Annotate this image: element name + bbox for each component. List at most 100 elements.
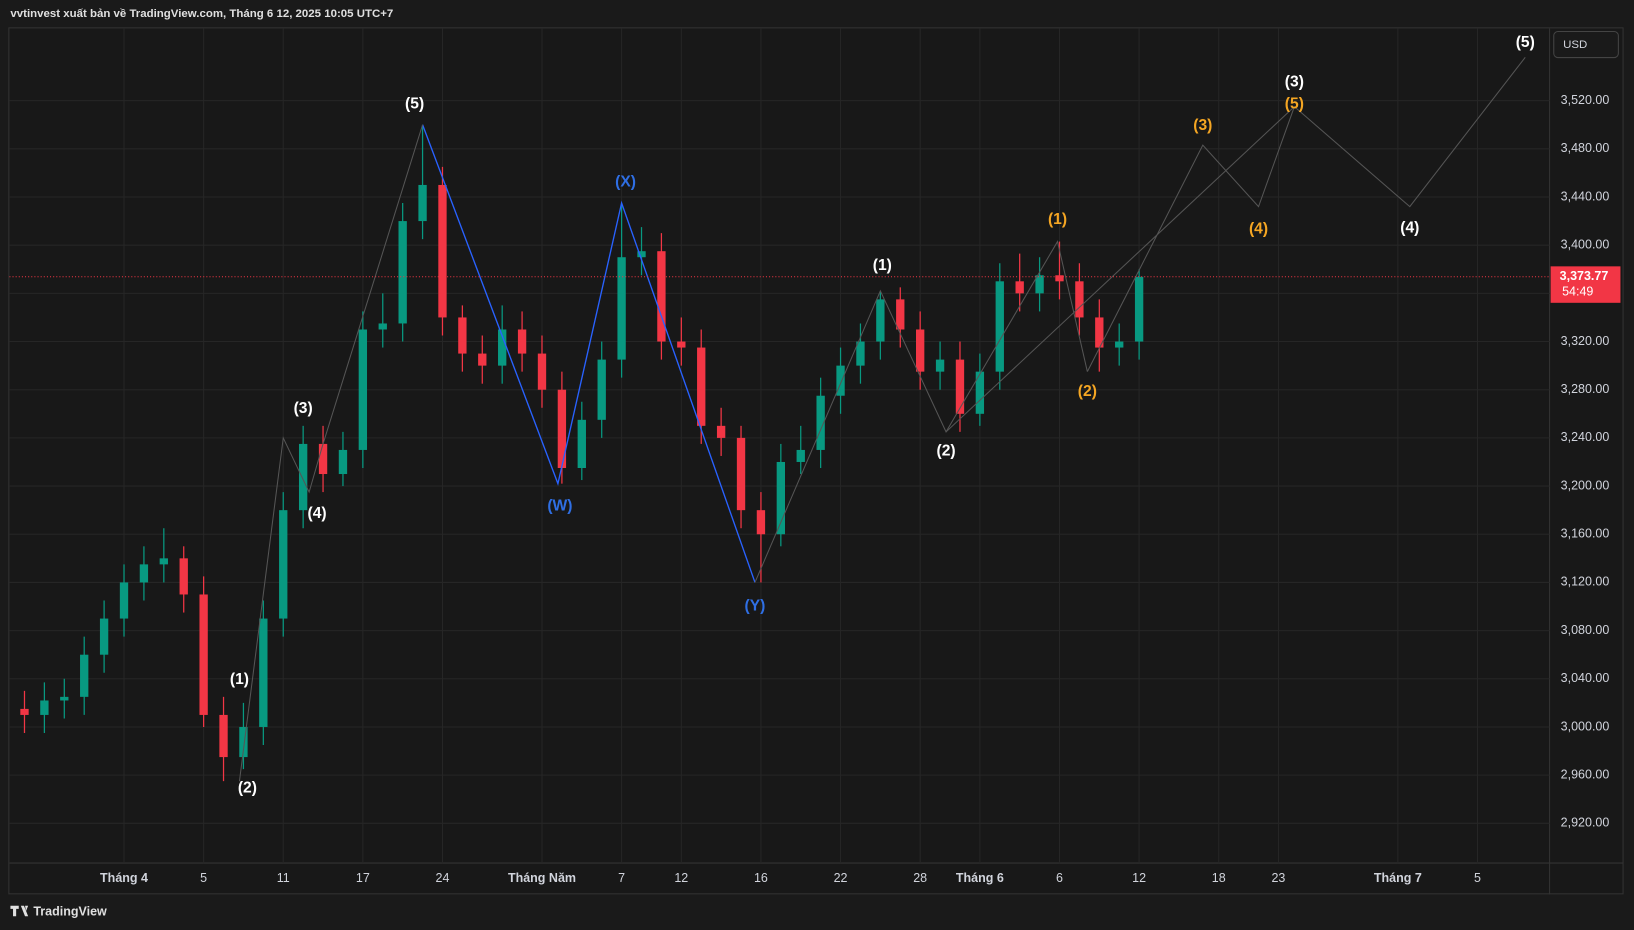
last-price-tag	[1550, 266, 1621, 303]
wave-label: (5)	[1516, 34, 1535, 51]
y-tick-label: 3,280.00	[1561, 382, 1610, 396]
candle-body	[856, 341, 865, 366]
x-tick-label: Tháng 6	[956, 871, 1004, 885]
candle-body	[418, 184, 427, 222]
candle-body	[1055, 275, 1064, 282]
y-tick-label: 3,040.00	[1561, 671, 1610, 685]
wave-label: (3)	[294, 400, 313, 417]
x-tick-label: 24	[436, 871, 450, 885]
x-tick-label: 7	[618, 871, 625, 885]
candle-body	[398, 221, 407, 324]
candle-body	[836, 365, 845, 396]
wave-label: (5)	[1285, 95, 1304, 112]
candle-body	[617, 257, 626, 360]
candle-body	[597, 359, 606, 420]
candle-body	[935, 359, 945, 372]
x-tick-label: 28	[913, 871, 927, 885]
wave-label: (3)	[1285, 74, 1304, 91]
candle-body	[298, 443, 308, 511]
candle-body	[458, 317, 467, 354]
candle-body	[716, 425, 726, 438]
candle-body	[279, 510, 288, 619]
candle-body	[955, 359, 965, 414]
plot	[9, 56, 1550, 782]
x-tick-label: 23	[1271, 871, 1285, 885]
candle-body	[259, 618, 268, 727]
wave-line	[754, 240, 1088, 583]
candle-body	[537, 353, 547, 390]
wave-label: (5)	[405, 95, 424, 112]
candle-body	[796, 449, 805, 462]
x-tick-label: 5	[1474, 871, 1481, 885]
candle-body	[915, 329, 925, 372]
y-tick-label: 3,400.00	[1561, 237, 1610, 251]
candle-body	[1035, 275, 1044, 294]
candle-body	[119, 582, 129, 619]
y-tick-label: 3,320.00	[1561, 334, 1610, 348]
candle-body	[995, 281, 1004, 372]
y-tick-label: 3,480.00	[1561, 141, 1610, 155]
wave-label: (Y)	[745, 598, 766, 615]
currency-button[interactable]	[1553, 30, 1619, 59]
footer-logo	[10, 905, 29, 917]
candle-body	[40, 700, 49, 715]
y-tick-label: 3,000.00	[1561, 719, 1610, 733]
x-tick-label: 5	[200, 871, 207, 885]
y-tick-label: 3,440.00	[1561, 189, 1610, 203]
candle-body	[1115, 341, 1124, 348]
y-tick-label: 3,080.00	[1561, 623, 1610, 637]
candle-body	[80, 654, 89, 697]
candle-body	[975, 371, 985, 414]
wave-label: (4)	[1249, 221, 1268, 238]
candle-body	[1075, 281, 1084, 318]
candle-body	[199, 594, 208, 715]
candle-body	[677, 341, 686, 348]
candle-body	[896, 299, 905, 330]
y-tick-label: 2,920.00	[1561, 816, 1610, 830]
candle-body	[498, 329, 507, 366]
x-tick-label: 6	[1056, 871, 1063, 885]
x-tick-label: 22	[834, 871, 848, 885]
y-tick-label: 3,520.00	[1561, 93, 1610, 107]
header: vvtinvest xuất bản về TradingView.com, T…	[10, 8, 393, 20]
candle-body	[358, 329, 368, 450]
x-tick-label: 11	[277, 871, 290, 885]
wave-label: (4)	[1400, 219, 1419, 236]
x-tick-label: 18	[1212, 871, 1226, 885]
candle-body	[776, 461, 786, 535]
currency: USD	[1563, 39, 1587, 51]
candle-body	[517, 329, 527, 354]
wave-label: (4)	[308, 505, 327, 522]
wave-label: (2)	[1078, 383, 1097, 400]
x-tick-label: 17	[356, 871, 370, 885]
wave-line	[1294, 56, 1526, 208]
candle-body	[657, 251, 666, 342]
wave-label: (X)	[615, 174, 636, 191]
wave-label: (3)	[1193, 117, 1212, 134]
candle-body	[1015, 281, 1024, 294]
candle-body	[378, 323, 387, 330]
wave-line	[238, 124, 424, 782]
candle-body	[1134, 276, 1144, 342]
x-tick-label: 12	[1132, 871, 1146, 885]
candle-body	[99, 618, 109, 655]
last-price-label: 3,373.77	[1560, 269, 1609, 283]
candle-body	[816, 395, 825, 450]
candle-body	[1095, 317, 1104, 348]
candle-body	[577, 419, 586, 469]
candle-body	[219, 714, 228, 758]
wave-label: (1)	[230, 671, 249, 688]
candle-body	[20, 708, 29, 715]
wave-label: (1)	[873, 257, 892, 274]
wave-line	[1086, 106, 1295, 372]
countdown: 54:49	[1562, 285, 1593, 299]
wave-label: (1)	[1048, 211, 1067, 228]
candle-body	[756, 510, 766, 535]
wave-label: (2)	[238, 780, 257, 797]
wave-label: (2)	[936, 442, 955, 459]
x-tick-label: Tháng 4	[100, 871, 148, 885]
candle-body	[557, 389, 567, 469]
y-tick-label: 2,960.00	[1561, 767, 1610, 781]
candle-body	[438, 184, 447, 318]
